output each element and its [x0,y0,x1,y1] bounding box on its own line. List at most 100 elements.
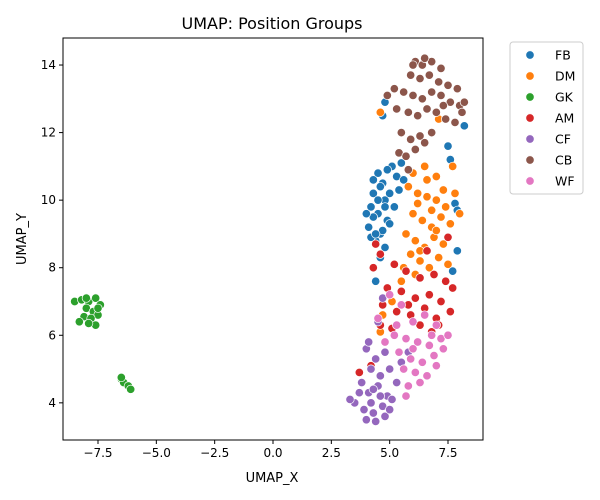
data-point-cf [366,364,376,374]
data-point-fb [385,219,395,229]
data-point-gk [81,293,91,303]
data-point-cb [443,80,453,90]
data-point-wf [406,354,416,364]
data-point-cb [457,107,467,117]
data-point-dm [422,175,432,185]
data-point-fb [399,175,409,185]
data-point-wf [396,300,406,310]
data-point-cf [368,384,378,394]
series-cf [345,293,413,426]
chart-title: UMAP: Position Groups [181,14,362,33]
legend-marker-wf [525,176,535,186]
data-point-cb [459,97,469,107]
data-point-wf [410,367,420,377]
data-point-wf [401,334,411,344]
data-point-dm [424,263,434,273]
data-point-wf [431,320,441,330]
data-point-cf [345,394,355,405]
data-point-cf [385,405,395,415]
data-point-cf [366,398,376,408]
data-point-fb [459,121,469,131]
data-point-cf [380,347,390,357]
data-point-dm [455,209,465,219]
y-axis-label: UMAP_Y [15,213,30,265]
data-point-wf [399,364,409,374]
series-dm [375,107,465,337]
data-point-dm [443,259,453,269]
x-tick-label: −5.0 [142,446,171,460]
data-point-cb [403,165,413,175]
y-tick-label: 4 [48,396,56,410]
data-point-dm [427,205,437,215]
data-point-wf [373,313,383,323]
data-point-am [368,263,378,273]
legend: FB DM GK AM CF CB WF [509,41,584,195]
data-point-wf [427,330,437,340]
data-point-fb [373,195,383,205]
x-tick-label: −2.5 [200,446,229,460]
legend-marker-am [525,113,535,123]
data-point-fb [396,158,406,168]
legend-marker-cf [525,134,535,144]
data-point-gk [126,384,136,394]
data-point-am [445,307,455,317]
data-point-dm [417,215,427,225]
data-point-cb [438,101,448,111]
data-point-gk [84,318,94,329]
data-point-cf [392,378,402,388]
data-point-am [441,276,451,286]
data-point-wf [438,344,448,354]
data-point-cb [408,60,418,70]
data-point-dm [420,161,430,171]
y-tick-label: 14 [41,58,56,72]
legend-label-am: AM [555,111,574,126]
data-point-cb [431,107,441,117]
data-point-wf [422,371,432,381]
data-point-cf [354,388,364,398]
data-point-cb [417,94,427,104]
data-point-am [422,246,432,256]
data-point-cb [382,90,392,100]
data-point-cb [436,90,446,100]
data-point-dm [445,219,455,229]
data-point-fb [373,168,383,178]
data-point-fb [452,246,462,256]
data-point-cb [401,151,411,161]
points-layer [70,53,469,426]
data-point-am [415,273,425,283]
data-point-fb [389,202,399,212]
data-point-cb [406,70,416,80]
data-point-gk [93,303,103,313]
data-point-fb [385,188,395,198]
data-point-gk [91,293,101,303]
x-tick-label: 7.5 [438,446,457,460]
data-point-fb [380,202,390,212]
data-point-cb [427,128,437,138]
series-gk [70,293,136,394]
data-point-cf [371,354,381,364]
data-point-cb [403,107,413,117]
data-point-dm [403,182,413,192]
legend-marker-dm [525,71,535,81]
data-point-dm [431,195,441,205]
data-point-am [371,239,381,249]
legend-label-fb: FB [555,48,571,63]
data-point-am [410,293,420,303]
data-point-cb [422,104,432,114]
data-point-cb [415,131,425,141]
data-point-cf [375,371,385,381]
data-point-cf [361,415,371,425]
data-point-cb [408,90,418,100]
data-point-cb [396,128,406,138]
data-point-cf [375,391,385,401]
data-point-wf [420,310,430,320]
x-tick-label: 2.5 [322,446,341,460]
data-point-dm [438,185,448,195]
data-point-cf [368,408,378,418]
data-point-dm [441,202,451,212]
data-point-wf [415,378,425,388]
data-point-am [424,290,434,300]
data-point-cb [436,63,446,73]
data-point-wf [408,344,418,354]
data-point-dm [450,188,460,198]
